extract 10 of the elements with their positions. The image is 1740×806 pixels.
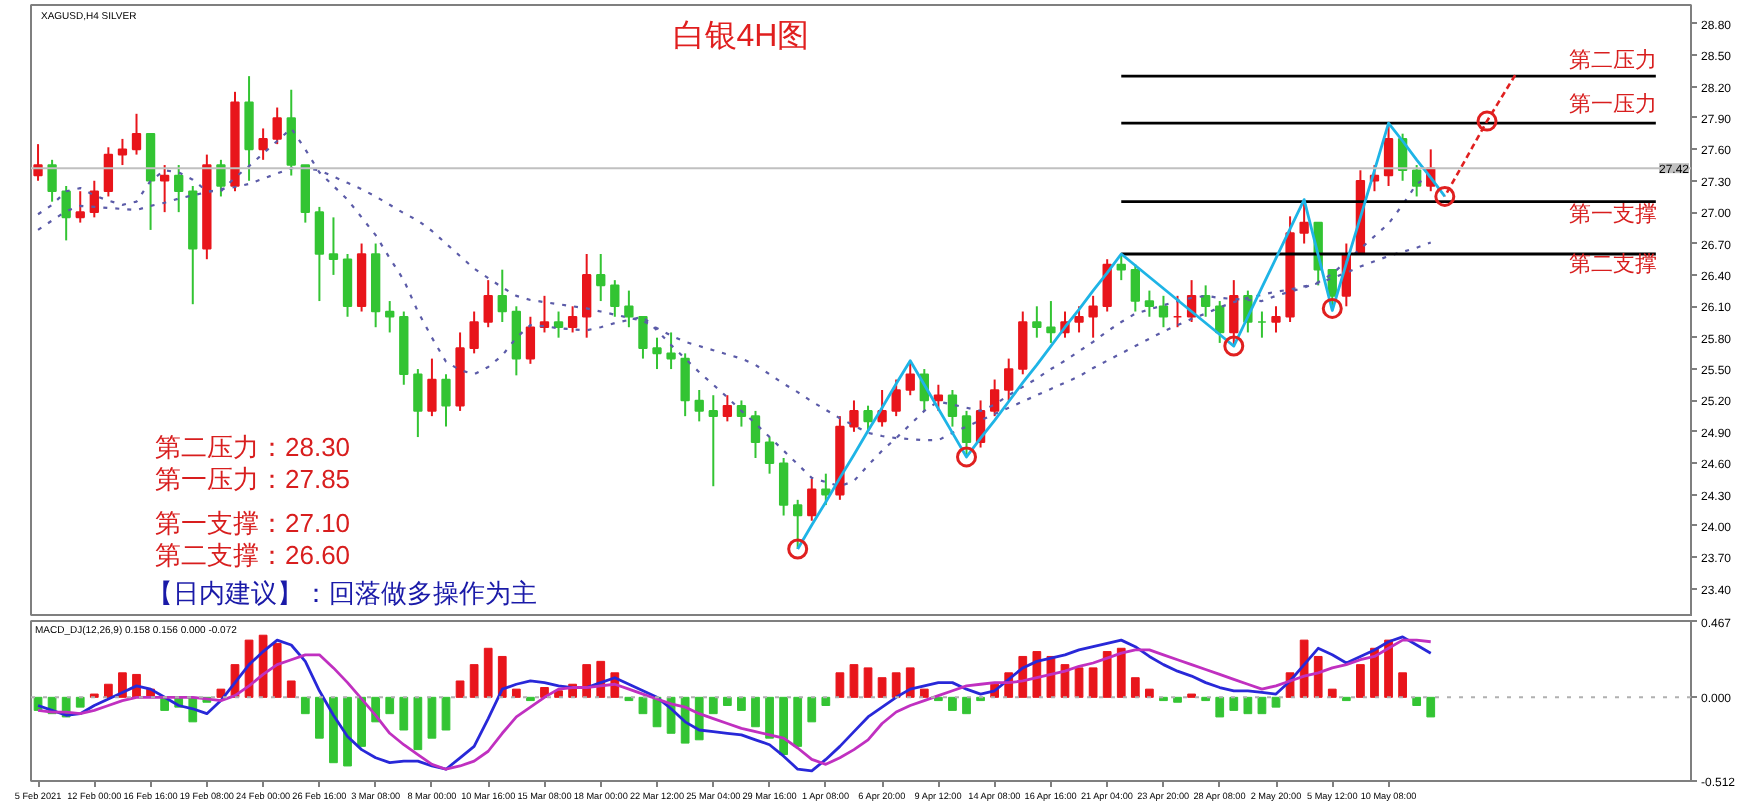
annotation: 第二支撑：26.60	[155, 540, 351, 570]
annotation: 第二压力	[1569, 47, 1657, 73]
text: 白银4H图	[672, 20, 810, 54]
annotation: 第一压力：27.85	[155, 464, 351, 494]
annotation: 第一压力	[1569, 91, 1657, 117]
annotation: 第一支撑：27.10	[155, 508, 351, 538]
annotation: 第一支撑	[1569, 201, 1657, 227]
annotation: 第二支撑	[1569, 251, 1657, 277]
annotation: 【日内建议】：回落做多操作为主	[147, 578, 537, 608]
annotation: 第二压力：28.30	[155, 432, 351, 462]
